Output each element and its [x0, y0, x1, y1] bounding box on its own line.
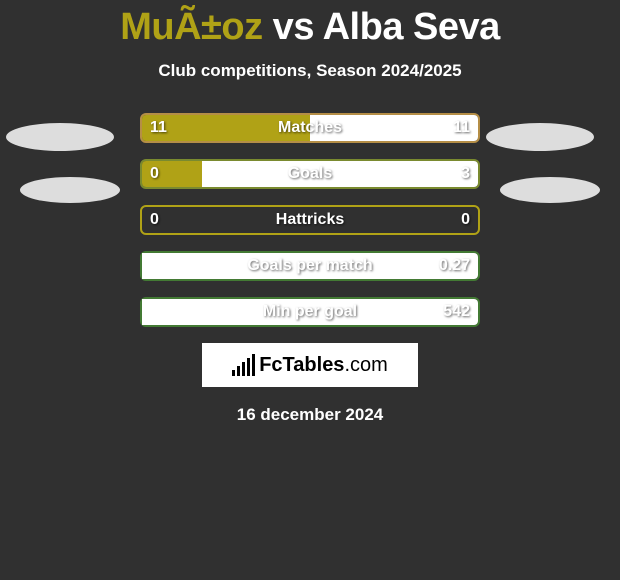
brand-bars-icon — [232, 354, 255, 376]
stats-container: 11 11 Matches 0 3 Goals 0 0 Hattricks 0.27 Goals p… — [0, 113, 620, 327]
title-vs: vs — [263, 6, 323, 48]
brand-bar — [232, 370, 235, 376]
stat-fill-right — [202, 161, 478, 187]
brand-bar — [242, 362, 245, 376]
brand-suffix: .com — [344, 354, 387, 376]
subtitle: Club competitions, Season 2024/2025 — [0, 61, 620, 81]
stat-value-left: 11 — [150, 119, 167, 137]
stat-label: Goals per match — [247, 257, 372, 275]
stat-label: Goals — [288, 165, 332, 183]
brand-box: FcTables.com — [202, 343, 418, 387]
title-player-right: Alba Seva — [323, 6, 500, 48]
title-player-left: MuÃ±oz — [120, 6, 262, 48]
stat-row: 0 3 Goals — [140, 159, 480, 189]
brand-text: FcTables.com — [259, 354, 388, 377]
stat-value-right: 0 — [461, 211, 470, 229]
stat-value-right: 3 — [461, 165, 470, 183]
brand-main: FcTables — [259, 354, 344, 376]
stat-value-left: 0 — [150, 165, 159, 183]
stat-value-right: 11 — [453, 119, 470, 137]
date-text: 16 december 2024 — [0, 405, 620, 425]
stat-label: Matches — [278, 119, 342, 137]
stat-row: 542 Min per goal — [140, 297, 480, 327]
page-title: MuÃ±oz vs Alba Seva — [0, 0, 620, 49]
brand-bar — [237, 366, 240, 376]
stat-value-right: 542 — [443, 303, 470, 321]
brand-bar — [252, 354, 255, 376]
stat-value-left: 0 — [150, 211, 159, 229]
stat-label: Hattricks — [276, 211, 344, 229]
brand-bar — [247, 358, 250, 376]
stat-value-right: 0.27 — [439, 257, 470, 275]
stat-row: 0.27 Goals per match — [140, 251, 480, 281]
stat-row: 11 11 Matches — [140, 113, 480, 143]
stat-row: 0 0 Hattricks — [140, 205, 480, 235]
stat-label: Min per goal — [263, 303, 357, 321]
